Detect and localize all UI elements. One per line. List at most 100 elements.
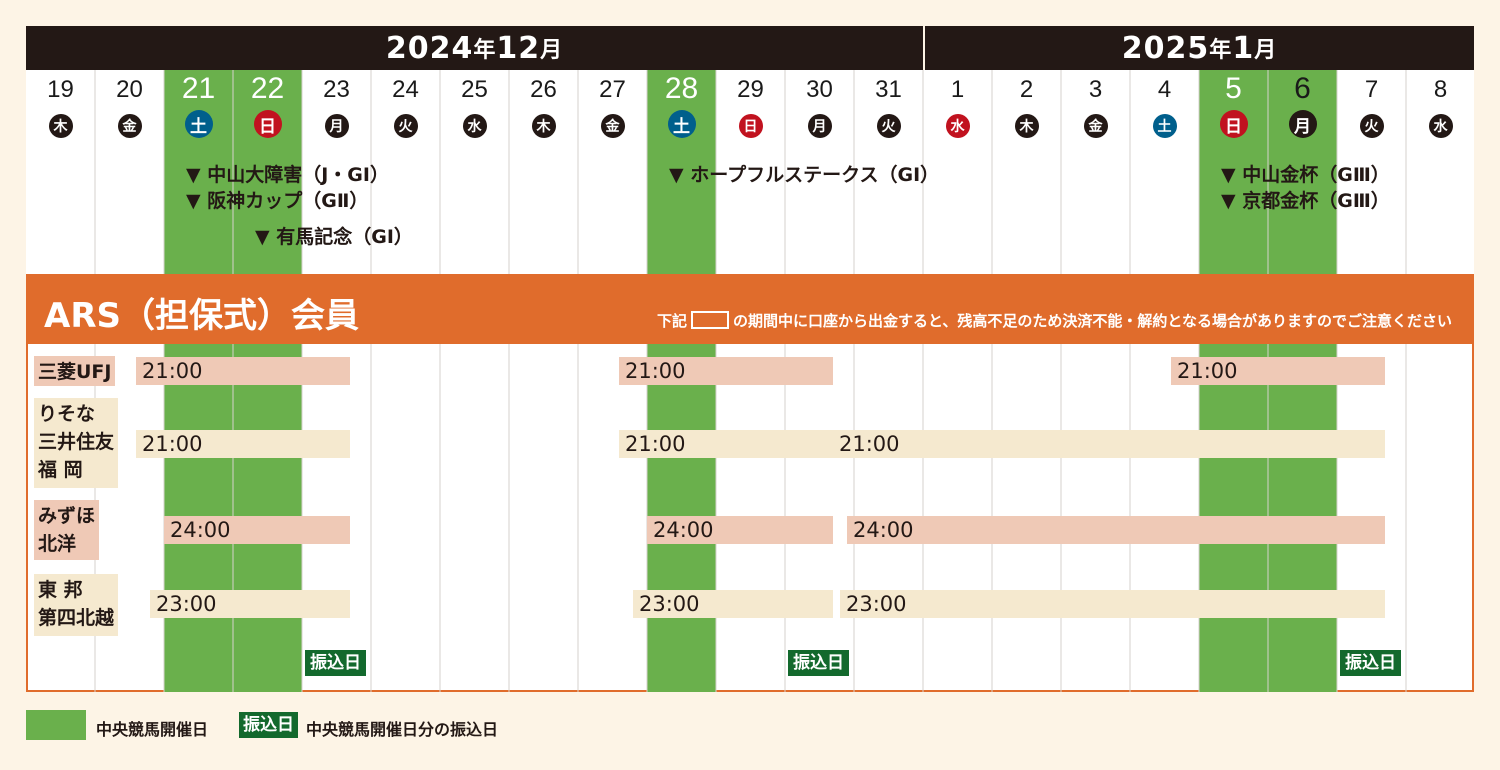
day-number: 7 xyxy=(1364,76,1379,103)
weekday-badge: 金 xyxy=(1083,114,1108,138)
transfer-day-badge: 振込日 xyxy=(305,650,366,676)
weekday-badge: 金 xyxy=(600,114,625,138)
day-number: 4 xyxy=(1157,76,1172,103)
transfer-day-badge: 振込日 xyxy=(788,650,849,676)
day-number: 23 xyxy=(323,76,350,103)
weekday-badge: 月 xyxy=(1288,110,1317,138)
day-number: 30 xyxy=(806,76,833,103)
race-event: ▼ 中山大障害（J・GⅠ） xyxy=(186,164,389,186)
day-number: 8 xyxy=(1433,76,1448,103)
transfer-day-badge: 振込日 xyxy=(1340,650,1401,676)
day-number: 29 xyxy=(737,76,764,103)
month-month: 12 xyxy=(496,30,541,66)
deadline-bar: 21:00 xyxy=(833,430,1385,458)
deadline-bar: 21:00 xyxy=(1171,357,1385,385)
day-row: 19 木 20 金 21 土 22 日 23 月 24 火 25 水 26 木 27 金 28 土 29 日 30 月 31 火 1… xyxy=(26,70,1474,140)
weekday-badge: 火 xyxy=(393,114,418,138)
weekday-badge: 日 xyxy=(738,114,763,138)
bank-label: 三菱UFJ xyxy=(34,356,116,386)
day-number: 25 xyxy=(461,76,488,103)
month-month-unit: 月 xyxy=(1254,38,1278,63)
day-number: 2 xyxy=(1019,76,1034,103)
deadline-bar: 21:00 xyxy=(136,430,350,458)
bank-label: みずほ 北洋 xyxy=(34,500,100,560)
deadline-bar: 21:00 xyxy=(136,357,350,385)
weekday-badge: 火 xyxy=(1359,114,1384,138)
weekday-badge: 土 xyxy=(1152,114,1177,138)
weekday-badge: 月 xyxy=(807,114,832,138)
bank-label: 東 邦第四北越 xyxy=(34,574,119,636)
race-event: ▼ 阪神カップ（GⅡ） xyxy=(186,190,369,212)
month-month-unit: 月 xyxy=(540,38,564,63)
weekday-badge: 水 xyxy=(1428,114,1453,138)
day-number: 5 xyxy=(1225,72,1242,105)
race-event: ▼ 中山金杯（GⅢ） xyxy=(1221,164,1390,186)
deadline-bar: 23:00 xyxy=(840,590,1385,618)
weekday-badge: 日 xyxy=(253,110,282,138)
bank-name: りそな xyxy=(38,403,96,425)
weekday-badge: 金 xyxy=(117,114,142,138)
bank-name: 第四北越 xyxy=(38,607,115,629)
day-number: 27 xyxy=(599,76,626,103)
deadline-bar: 21:00 xyxy=(619,430,833,458)
weekday-badge: 土 xyxy=(667,110,696,138)
day-number: 22 xyxy=(250,72,285,105)
month-year-unit: 年 xyxy=(1209,38,1233,63)
deadline-bar: 24:00 xyxy=(164,516,350,544)
bank-name: 東 邦 xyxy=(38,579,83,601)
deadline-bar: 24:00 xyxy=(647,516,833,544)
weekday-badge: 月 xyxy=(324,114,349,138)
month-year: 2024 xyxy=(385,30,474,66)
weekday-badge: 火 xyxy=(876,114,901,138)
calendar: 2024 年 12 月 2025 年 1 月 19 木 20 金 21 土 22 日 23 月 24 火 25 水 26 木… xyxy=(26,26,1474,692)
month-header: 2024 年 12 月 2025 年 1 月 xyxy=(26,26,1474,70)
legend-race-swatch xyxy=(26,710,86,740)
legend-transfer-badge: 振込日 xyxy=(239,712,298,738)
month-month: 1 xyxy=(1232,30,1255,66)
day-number: 28 xyxy=(664,72,699,105)
month-year-unit: 年 xyxy=(473,38,497,63)
ars-note-post: の期間中に口座から出金すると、残高不足のため決済不能・解約となる場合がありますの… xyxy=(733,312,1452,330)
day-number: 31 xyxy=(875,76,902,103)
bank-name: 福 岡 xyxy=(38,459,83,481)
bank-name: 三井住友 xyxy=(38,431,115,453)
race-events: ▼ 中山大障害（J・GⅠ） ▼ 阪神カップ（GⅡ） ▼ 有馬記念（GⅠ） ▼ ホープフ… xyxy=(26,26,1474,298)
bank-name: 三菱UFJ xyxy=(38,361,112,383)
bank-label: りそな三井住友福 岡 xyxy=(34,398,119,488)
day-number: 21 xyxy=(181,72,216,105)
deadline-bar: 24:00 xyxy=(847,516,1385,544)
deadline-bar: 23:00 xyxy=(150,590,350,618)
day-number: 3 xyxy=(1088,76,1103,103)
bank-name: 北洋 xyxy=(38,533,77,555)
month-label: 2024 年 12 月 xyxy=(26,26,923,70)
day-number: 1 xyxy=(950,76,965,103)
day-number: 24 xyxy=(392,76,419,103)
weekday-badge: 木 xyxy=(1014,114,1039,138)
weekday-badge: 木 xyxy=(48,114,73,138)
month-label: 2025 年 1 月 xyxy=(925,26,1474,70)
day-number: 20 xyxy=(116,76,143,103)
ars-note-pre: 下記 xyxy=(657,312,688,330)
weekday-badge: 水 xyxy=(462,114,487,138)
legend-transfer-label: 中央競馬開催日分の振込日 xyxy=(306,720,499,739)
weekday-badge: 木 xyxy=(531,114,556,138)
deadline-bar: 23:00 xyxy=(633,590,833,618)
day-number: 19 xyxy=(47,76,74,103)
legend: 中央競馬開催日 振込日 中央競馬開催日分の振込日 xyxy=(26,710,586,742)
race-event: ▼ 京都金杯（GⅢ） xyxy=(1221,190,1390,212)
month-year: 2025 xyxy=(1121,30,1210,66)
period-box-icon xyxy=(691,311,730,329)
day-number: 26 xyxy=(530,76,557,103)
ars-banner: ARS（担保式）会員 下記 の期間中に口座から出金すると、残高不足のため決済不能・… xyxy=(26,274,1474,344)
weekday-badge: 土 xyxy=(184,110,213,138)
ars-note: 下記 の期間中に口座から出金すると、残高不足のため決済不能・解約となる場合がありま… xyxy=(657,310,1452,331)
ars-title: ARS（担保式）会員 xyxy=(44,296,359,336)
legend-race-label: 中央競馬開催日 xyxy=(96,720,209,739)
day-number: 6 xyxy=(1294,72,1311,105)
bank-name: みずほ xyxy=(38,505,96,527)
weekday-badge: 日 xyxy=(1219,110,1248,138)
weekday-badge: 水 xyxy=(945,114,970,138)
race-event: ▼ 有馬記念（GⅠ） xyxy=(255,226,413,248)
deadline-bar: 21:00 xyxy=(619,357,833,385)
race-event: ▼ ホープフルステークス（GⅠ） xyxy=(669,164,940,186)
